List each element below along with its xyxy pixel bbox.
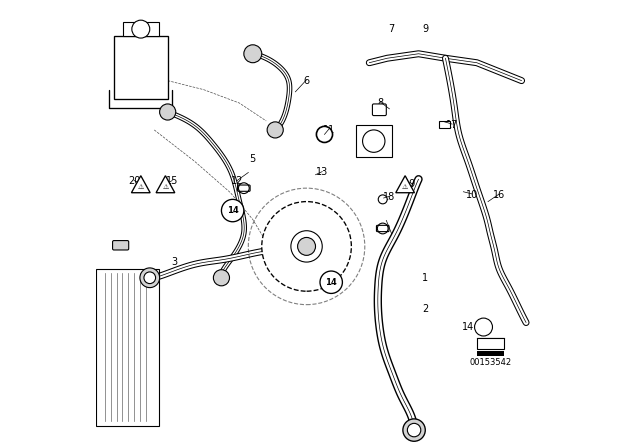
Circle shape (316, 126, 333, 142)
Text: 18: 18 (383, 192, 396, 202)
Text: 2: 2 (422, 304, 428, 314)
Bar (477, 351, 504, 356)
Polygon shape (396, 176, 415, 193)
FancyBboxPatch shape (113, 241, 129, 250)
Circle shape (132, 20, 150, 38)
Polygon shape (131, 176, 150, 193)
Circle shape (362, 130, 385, 152)
Circle shape (320, 271, 342, 293)
Circle shape (378, 195, 387, 204)
Text: 4: 4 (122, 241, 128, 251)
Circle shape (144, 272, 156, 284)
Circle shape (403, 419, 425, 441)
Text: 17: 17 (446, 121, 458, 130)
Circle shape (378, 223, 388, 234)
Circle shape (140, 268, 159, 288)
Text: 14: 14 (325, 278, 337, 287)
Bar (356, 125, 392, 157)
Circle shape (213, 270, 230, 286)
Circle shape (267, 122, 284, 138)
Polygon shape (156, 176, 175, 193)
Bar (123, 22, 159, 36)
Text: 9: 9 (422, 24, 428, 34)
Text: 7: 7 (388, 24, 395, 34)
Text: 16: 16 (493, 190, 506, 200)
Circle shape (298, 237, 316, 255)
Bar (477, 338, 504, 349)
Text: 11: 11 (323, 125, 335, 135)
Text: 6: 6 (303, 76, 310, 86)
Circle shape (221, 199, 244, 222)
Text: 5: 5 (250, 154, 256, 164)
Bar (96, 269, 159, 426)
Bar (114, 36, 168, 99)
Circle shape (239, 183, 249, 194)
Text: 15: 15 (166, 177, 179, 186)
Text: 14: 14 (461, 322, 474, 332)
Text: 13: 13 (316, 168, 328, 177)
Bar (439, 121, 450, 128)
Text: 14: 14 (227, 206, 239, 215)
Text: 3: 3 (172, 257, 177, 267)
FancyBboxPatch shape (372, 104, 387, 116)
Text: 8: 8 (378, 98, 383, 108)
Text: 10: 10 (466, 190, 479, 200)
Text: ⚠: ⚠ (138, 184, 144, 190)
Circle shape (407, 423, 421, 437)
Circle shape (244, 45, 262, 63)
Text: 19: 19 (403, 179, 416, 189)
Text: 12: 12 (231, 177, 243, 186)
Circle shape (291, 231, 323, 262)
Text: ⚠: ⚠ (163, 184, 168, 190)
Text: 20: 20 (128, 177, 140, 186)
Text: 1: 1 (422, 273, 428, 283)
Circle shape (159, 104, 176, 120)
Text: 00153542: 00153542 (469, 358, 511, 367)
Circle shape (262, 202, 351, 291)
Text: ⚠: ⚠ (402, 184, 408, 190)
